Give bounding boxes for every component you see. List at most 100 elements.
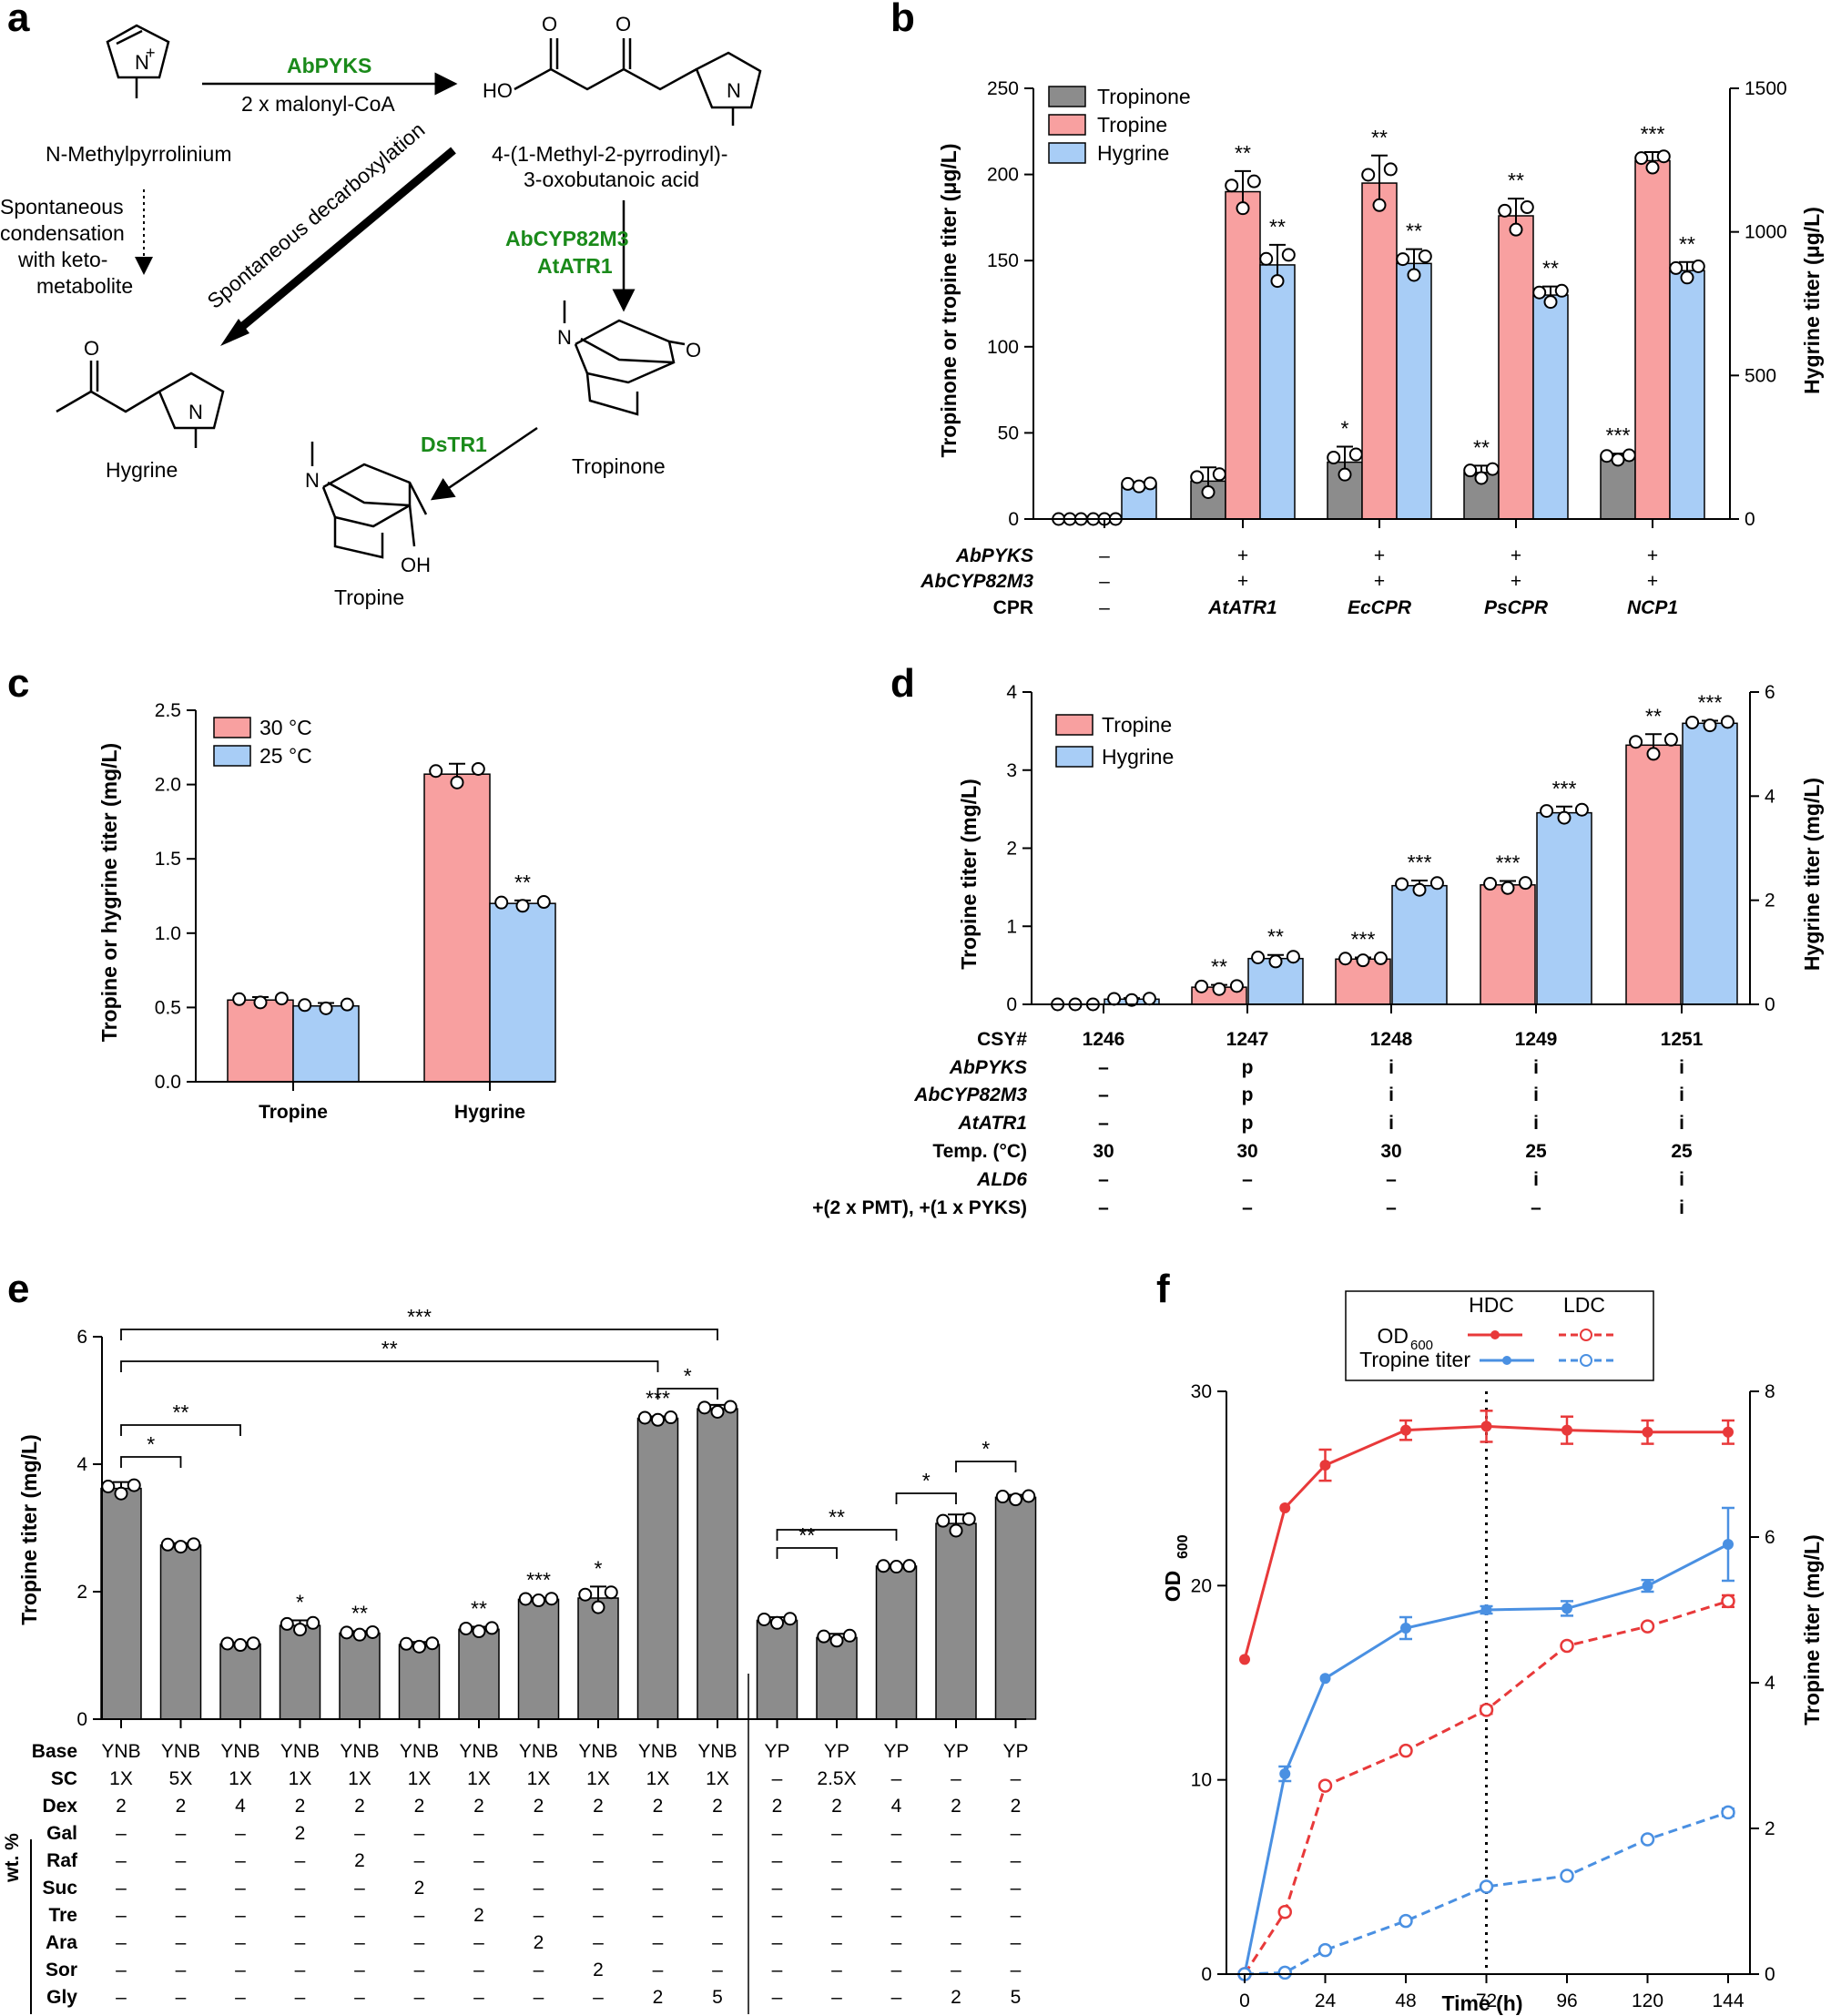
d-row-label: AbCYP82M3 bbox=[913, 1084, 1027, 1105]
e-row-value: – bbox=[772, 1932, 783, 1953]
e-row-value: – bbox=[354, 1932, 365, 1953]
e-row-value: 1X bbox=[348, 1768, 371, 1789]
e-cond-5-point bbox=[365, 1624, 380, 1639]
panel-f-legend: HDC LDC OD 600 Tropine titer bbox=[1345, 1290, 1654, 1381]
e-row-value: 2 bbox=[414, 1878, 425, 1899]
legend-f-tt-hdc-marker bbox=[1502, 1356, 1511, 1365]
panel-b-legend: Tropinone Tropine Hygrine bbox=[1048, 85, 1191, 165]
e-cond-7-point bbox=[459, 1621, 473, 1635]
e-row-value: 1X bbox=[467, 1768, 491, 1789]
d-row-label: +(2 x PMT), +(1 x PYKS) bbox=[812, 1197, 1027, 1218]
e-cond-5-bar bbox=[339, 1632, 381, 1720]
e-row-value: – bbox=[772, 1768, 783, 1789]
e-row-value: 1X bbox=[109, 1768, 133, 1789]
b-row-value: + bbox=[1511, 545, 1521, 566]
d-yaxis-right-ticklabel: 0 bbox=[1765, 994, 1775, 1015]
e-cond-16-bar bbox=[994, 1496, 1037, 1720]
b-tropinone-2-point bbox=[1348, 447, 1363, 462]
c-25c-1-sig: ** bbox=[514, 871, 531, 894]
enzyme-abpyks: AbPYKS bbox=[287, 54, 371, 77]
panel-f-plot bbox=[1237, 1391, 1735, 1981]
e-row-value: – bbox=[534, 1987, 544, 2008]
e-row-value: – bbox=[831, 1960, 842, 1980]
b-tropinone-1-point bbox=[1201, 484, 1216, 499]
e-cond-1-bar bbox=[100, 1487, 142, 1720]
e-row-value: 1X bbox=[408, 1768, 432, 1789]
c-yaxis-ticklabel: 2.0 bbox=[155, 775, 181, 796]
e-row-value: – bbox=[891, 1768, 902, 1789]
legend-swatch-d-hygrine bbox=[1055, 746, 1094, 768]
f-xaxis-ticklabel: 48 bbox=[1395, 1991, 1416, 2011]
e-row-value: – bbox=[831, 1850, 842, 1871]
e-row-value: – bbox=[772, 1878, 783, 1899]
e-row-value: – bbox=[295, 1960, 306, 1980]
hygrine-o: O bbox=[84, 337, 99, 360]
e-row-value: – bbox=[354, 1960, 365, 1980]
e-row-value: – bbox=[473, 1960, 484, 1980]
legend-swatch-d-tropine bbox=[1055, 714, 1094, 736]
legend-swatch-25c bbox=[213, 745, 251, 767]
e-row-value: 2 bbox=[354, 1796, 365, 1817]
e-row-value: – bbox=[473, 1878, 484, 1899]
e-row-value: – bbox=[593, 1878, 604, 1899]
c-yaxis-ticklabel: 0.5 bbox=[155, 997, 181, 1018]
e-row-value: 1X bbox=[527, 1768, 551, 1789]
e-row-label: Base bbox=[32, 1741, 77, 1762]
keto-acid-o2: O bbox=[615, 13, 631, 36]
e-row-value: 5X bbox=[169, 1768, 193, 1789]
d-row-value: p bbox=[1242, 1084, 1254, 1105]
f-series-2-point bbox=[1721, 1593, 1735, 1609]
e-bracket-label: * bbox=[684, 1364, 692, 1388]
d-row-value: i bbox=[1679, 1197, 1684, 1218]
e-row-value: – bbox=[295, 1905, 306, 1926]
f-yaxis-right-ticklabel: 0 bbox=[1765, 1964, 1775, 1985]
d-hygrine-2-bar bbox=[1391, 884, 1448, 1005]
e-row-value: – bbox=[712, 1823, 723, 1844]
d-tropine-1-point bbox=[1212, 982, 1226, 996]
e-row-value: 2 bbox=[653, 1796, 664, 1817]
c-25c-0-point bbox=[319, 1001, 333, 1015]
e-cond-2-point bbox=[160, 1537, 175, 1552]
c-xaxis-ticklabel: Tropine bbox=[259, 1102, 328, 1123]
f-series-0-point bbox=[1319, 1460, 1331, 1471]
d-hygrine-1-point bbox=[1286, 950, 1300, 964]
e-row-value: – bbox=[712, 1850, 723, 1871]
e-cond-10-sig: *** bbox=[646, 1387, 670, 1410]
b-yaxis-left-ticklabel: 100 bbox=[987, 337, 1019, 358]
compound-keto-acid-line2: 3-oxobutanoic acid bbox=[524, 168, 699, 191]
e-row-value: – bbox=[534, 1960, 544, 1980]
panel-d-ylabel-right: Hygrine titer (mg/L) bbox=[1800, 778, 1824, 971]
e-row-label: SC bbox=[51, 1768, 77, 1789]
b-tropine-2-bar bbox=[1361, 182, 1398, 520]
keto-acid-n: N bbox=[727, 79, 741, 102]
d-row-value: – bbox=[1098, 1084, 1109, 1105]
legend-swatch-30c bbox=[213, 717, 251, 738]
d-tropine-3-sig: *** bbox=[1496, 851, 1521, 875]
e-cond-9-point bbox=[604, 1585, 618, 1600]
d-hygrine-4-point bbox=[1685, 715, 1700, 729]
b-yaxis-right-ticklabel: 1500 bbox=[1745, 78, 1787, 99]
compound-hygrine: Hygrine bbox=[106, 458, 178, 482]
e-row-value: 1X bbox=[229, 1768, 252, 1789]
b-row-value: + bbox=[1647, 545, 1658, 566]
b-tropinone-2-point bbox=[1327, 450, 1341, 464]
e-row-value: YP bbox=[883, 1741, 909, 1762]
e-row-value: – bbox=[473, 1987, 484, 2008]
b-hygrine-0-point bbox=[1132, 479, 1146, 494]
e-cond-2-point bbox=[187, 1537, 201, 1552]
f-yaxis-right-ticklabel: 8 bbox=[1765, 1381, 1775, 1402]
b-tropine-1-point bbox=[1236, 201, 1250, 216]
e-cond-7-point bbox=[472, 1624, 486, 1639]
legend-swatch-hygrine bbox=[1048, 142, 1086, 164]
e-bracket-label: ** bbox=[829, 1505, 845, 1529]
panel-f-xlabel: Time (h) bbox=[1441, 1991, 1522, 2015]
e-row-value: 2 bbox=[534, 1796, 544, 1817]
e-row-value: – bbox=[831, 1987, 842, 2008]
legend-d-hygrine: Hygrine bbox=[1102, 745, 1174, 769]
e-row-value: – bbox=[891, 1932, 902, 1953]
d-yaxis-right-ticklabel: 2 bbox=[1765, 891, 1775, 911]
e-row-value: 4 bbox=[235, 1796, 246, 1817]
e-row-value: 2 bbox=[593, 1796, 604, 1817]
e-cond-11-bar bbox=[697, 1408, 738, 1720]
